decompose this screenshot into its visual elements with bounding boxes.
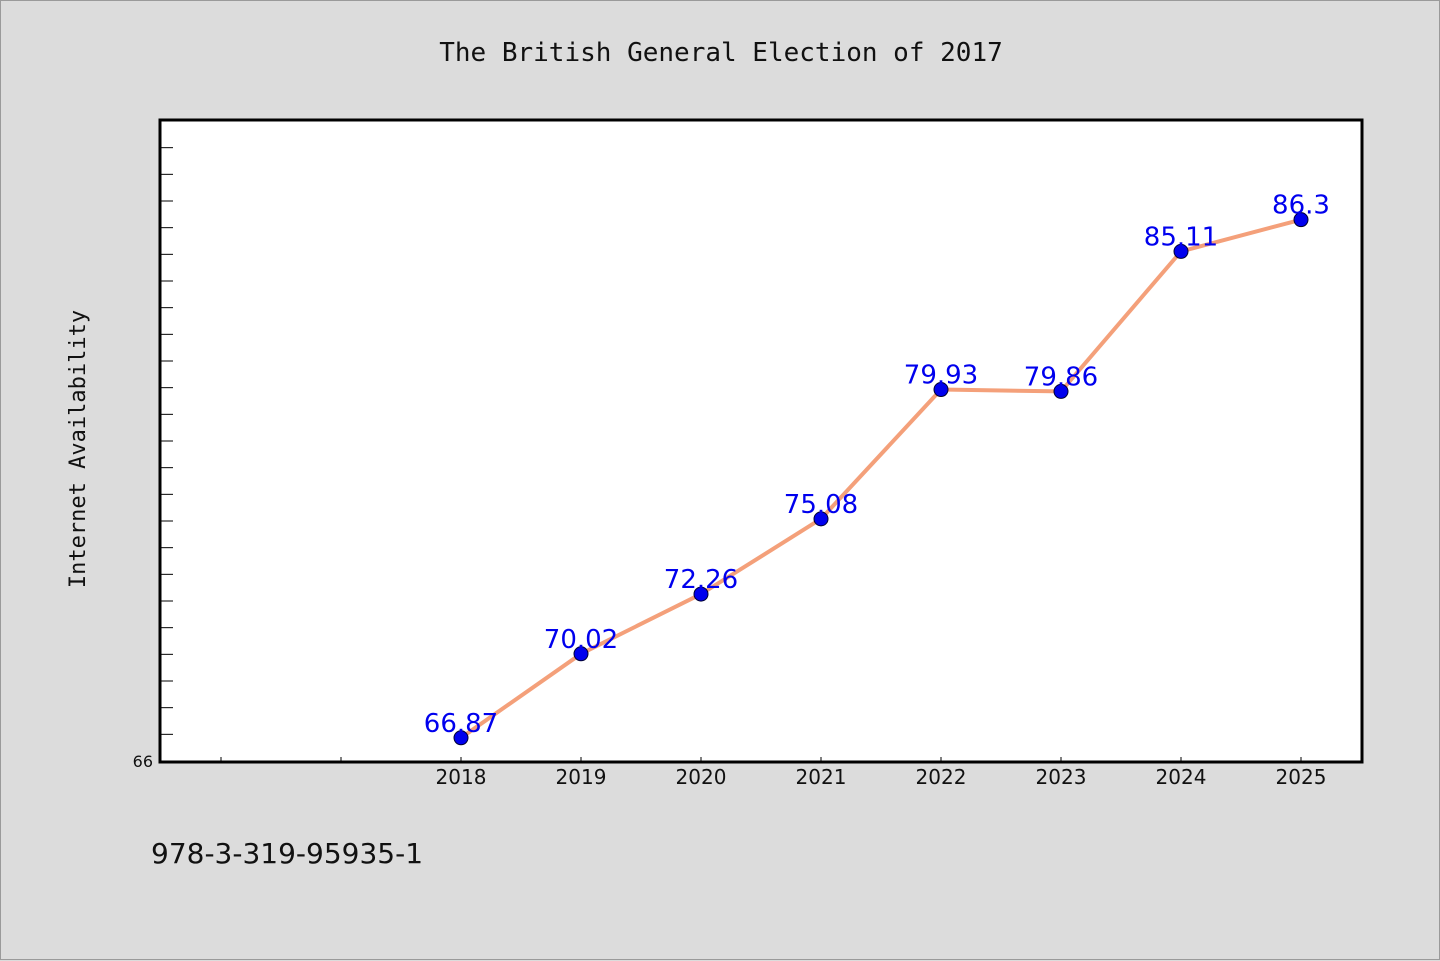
y-axis-ticks: 66 [133,147,173,771]
data-label: 86.3 [1272,191,1330,221]
x-tick-label: 2023 [1036,765,1087,789]
data-point [933,382,949,398]
series-lines [459,217,1302,740]
data-point [813,511,829,527]
data-label: 66.87 [424,709,498,739]
series-points [453,212,1309,746]
x-axis-ticks [220,757,1302,761]
data-label: 75.08 [784,490,858,520]
plot-area [158,118,1364,764]
data-label: 79.93 [904,361,978,391]
data-point [693,586,709,602]
x-tick-label: 2022 [916,765,967,789]
isbn-footer: 978-3-319-95935-1 [151,837,423,870]
data-point [1293,212,1309,228]
data-label: 85.11 [1144,222,1218,252]
series-line [459,217,1302,740]
data-label: 70.02 [544,625,618,655]
x-axis-tick-labels: 2018 2019 2020 2021 2022 2023 2024 2025 [436,765,1327,789]
data-point [573,646,589,662]
x-tick-label: 2020 [676,765,727,789]
x-tick-label: 2021 [796,765,847,789]
chart-title: The British General Election of 2017 [439,38,1003,68]
data-label: 79.86 [1024,362,1098,392]
x-tick-label: 2019 [556,765,607,789]
data-point [1053,383,1069,399]
x-tick-label: 2024 [1156,765,1207,789]
x-tick-label: 2025 [1276,765,1327,789]
y-axis-label: Internet Availability [66,310,91,588]
data-point [1173,243,1189,259]
data-label: 72.26 [664,565,738,595]
data-point [453,730,469,746]
data-labels: 66.87 70.02 72.26 75.08 79.93 79.86 85.11 86.3 [424,191,1330,739]
y-tick-label: 66 [133,752,153,771]
x-tick-label: 2018 [436,765,487,789]
